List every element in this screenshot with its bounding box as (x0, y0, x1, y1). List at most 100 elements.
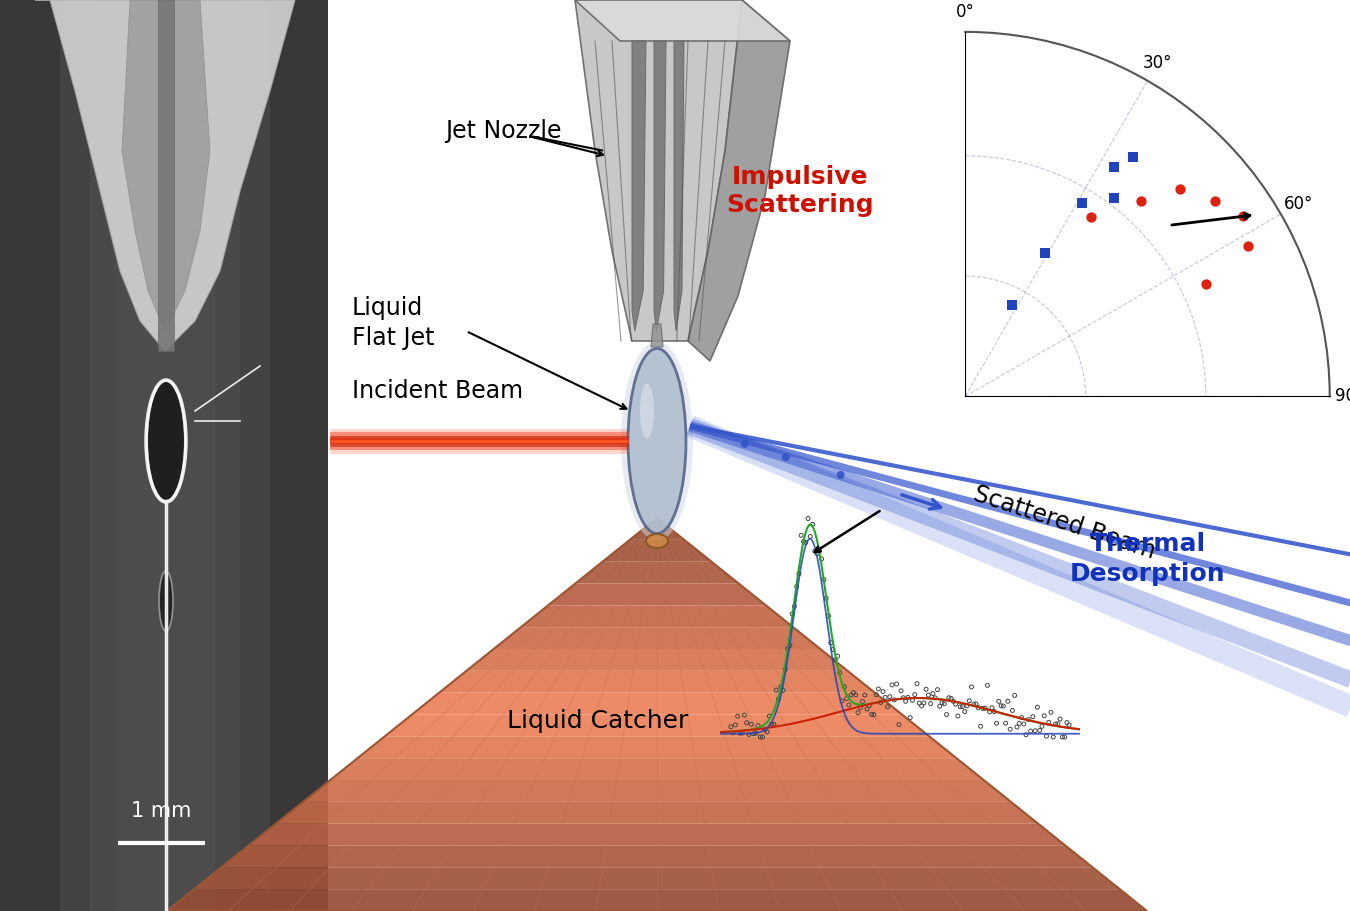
Point (813, 572, 834, 587)
Point (1029, 723, 1050, 738)
Point (1048, 716, 1069, 731)
Polygon shape (439, 670, 875, 692)
Point (919, 696, 941, 711)
Circle shape (782, 453, 790, 461)
Point (961, 680, 983, 694)
Polygon shape (688, 0, 790, 361)
Point (1130, 194, 1152, 209)
Ellipse shape (647, 534, 668, 548)
Point (759, 709, 780, 723)
Polygon shape (674, 41, 684, 331)
Point (1026, 700, 1048, 714)
Point (765, 682, 787, 697)
Point (1025, 723, 1046, 738)
Bar (158, 0, 174, 351)
Ellipse shape (640, 384, 653, 438)
Polygon shape (194, 867, 1119, 889)
Point (772, 683, 794, 698)
Point (1233, 209, 1254, 223)
Point (972, 701, 994, 716)
Point (822, 642, 844, 657)
Point (911, 699, 933, 713)
Text: 1 mm: 1 mm (131, 801, 192, 821)
Point (745, 726, 767, 741)
Point (1015, 728, 1037, 742)
Text: Incident Beam: Incident Beam (352, 379, 522, 403)
Polygon shape (653, 41, 666, 331)
Point (969, 719, 991, 733)
Polygon shape (248, 824, 1065, 845)
Point (904, 687, 926, 701)
Point (1058, 718, 1080, 732)
Polygon shape (275, 802, 1038, 824)
Point (991, 699, 1012, 713)
Ellipse shape (628, 349, 686, 534)
Point (902, 693, 923, 708)
Point (1204, 194, 1226, 209)
Text: Thermal
Desorption: Thermal Desorption (1071, 532, 1226, 586)
Polygon shape (358, 736, 956, 758)
Polygon shape (521, 605, 792, 627)
Bar (328, 0, 1350, 911)
Bar (0, 0, 328, 911)
Point (819, 635, 841, 650)
Point (968, 701, 990, 715)
Polygon shape (575, 562, 738, 584)
Point (809, 543, 830, 558)
Point (790, 528, 811, 543)
Point (918, 688, 940, 702)
Point (1122, 150, 1143, 165)
Point (833, 680, 855, 694)
Point (840, 688, 861, 702)
Point (798, 511, 819, 526)
Point (740, 717, 761, 732)
Point (861, 707, 883, 722)
Text: Liquid Catcher: Liquid Catcher (508, 709, 688, 733)
Point (779, 638, 801, 652)
Point (929, 699, 950, 713)
Point (722, 725, 744, 740)
Polygon shape (630, 518, 684, 540)
Point (1034, 246, 1056, 261)
Polygon shape (575, 0, 790, 41)
Point (761, 717, 783, 732)
Bar (90, 0, 240, 911)
Point (1196, 277, 1218, 292)
Point (909, 696, 930, 711)
Point (915, 682, 937, 697)
Polygon shape (632, 41, 647, 331)
Point (933, 696, 954, 711)
Point (795, 536, 817, 550)
Text: Jet Nozzle: Jet Nozzle (446, 119, 562, 143)
Point (752, 730, 774, 744)
Point (825, 652, 846, 667)
Point (811, 551, 833, 566)
Point (852, 694, 873, 709)
Point (956, 699, 977, 713)
Circle shape (837, 471, 845, 479)
Point (869, 695, 891, 710)
Point (963, 697, 984, 711)
Point (906, 676, 927, 691)
Polygon shape (412, 692, 902, 714)
Point (1042, 730, 1064, 744)
Point (799, 529, 821, 544)
Point (788, 567, 810, 581)
Point (756, 724, 778, 739)
Text: Scattered Beam: Scattered Beam (971, 482, 1158, 564)
Bar (59, 0, 270, 911)
Point (720, 720, 741, 734)
Point (736, 715, 757, 730)
Point (1169, 181, 1191, 196)
Point (805, 544, 826, 558)
Polygon shape (221, 845, 1092, 867)
Point (926, 682, 948, 697)
Point (1008, 716, 1030, 731)
Point (1000, 298, 1022, 312)
Text: Impulsive
Scattering: Impulsive Scattering (726, 165, 873, 217)
Point (872, 684, 894, 699)
Point (842, 685, 864, 700)
Point (1103, 191, 1125, 206)
Point (1238, 239, 1260, 253)
Point (1011, 711, 1033, 725)
